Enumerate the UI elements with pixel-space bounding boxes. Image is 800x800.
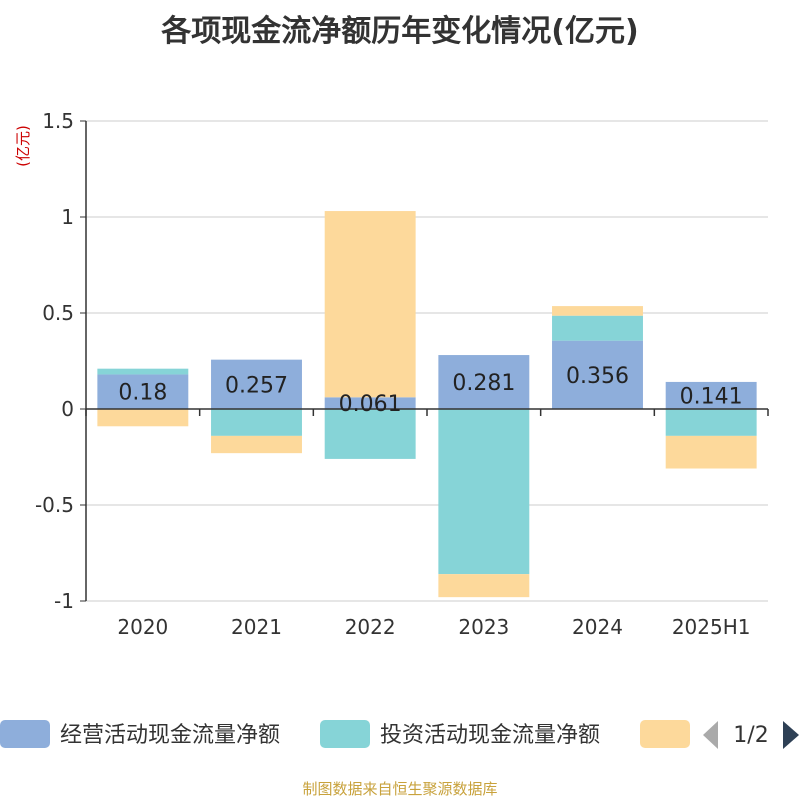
bar-segment-series-2-2024[interactable] [552, 315, 643, 341]
axes: 1.5 1 0.5 0 -0.5 -1 2020 2021 2022 2023 2024 2025H1 [35, 109, 769, 639]
legend-item-2[interactable]: 投资活动现金流量净额 [320, 720, 600, 748]
bar-segment-series-3-2023[interactable] [438, 574, 530, 598]
x-tick-label-2023: 2023 [458, 615, 509, 639]
bar-segment-series-2-2020[interactable] [97, 368, 189, 375]
data-label-2021: 0.257 [225, 373, 288, 398]
y-tick-label: 0.5 [42, 301, 74, 325]
y-tick-label: -0.5 [35, 493, 74, 517]
bar-segment-series-2-2025H1[interactable] [665, 409, 757, 436]
bar-segment-series-2-2021[interactable] [211, 409, 302, 436]
x-tick-label-2021: 2021 [231, 615, 282, 639]
bar-segment-series-1-2024[interactable] [552, 340, 643, 409]
legend-label: 经营活动现金流量净额 [60, 723, 280, 748]
legend-page-indicator: 1/2 [733, 723, 768, 748]
x-tick-label-2020: 2020 [117, 615, 168, 639]
y-tick-label: -1 [54, 589, 74, 613]
x-tick-label-2022: 2022 [345, 615, 396, 639]
legend-prev-arrow-icon[interactable] [703, 721, 718, 749]
grid-lines [86, 120, 768, 602]
legend: 经营活动现金流量净额 投资活动现金流量净额 1/2 [0, 720, 799, 749]
x-tick-label-2025H1: 2025H1 [672, 615, 751, 639]
y-tick-label: 1.5 [42, 109, 74, 133]
data-label-2023: 0.281 [452, 371, 515, 396]
bar-segment-series-1-2020[interactable] [97, 374, 189, 409]
chart-title: 各项现金流净额历年变化情况(亿元) [161, 14, 639, 49]
bar-segment-series-1-2022[interactable] [324, 397, 416, 409]
legend-swatch [320, 720, 370, 748]
data-source-note: 制图数据来自恒生聚源数据库 [302, 780, 498, 798]
bar-segment-series-1-2023[interactable] [438, 355, 530, 409]
data-label-2022: 0.061 [339, 392, 402, 417]
bar-segment-series-3-2021[interactable] [211, 435, 302, 454]
data-label-2024: 0.356 [566, 364, 629, 389]
bar-segment-series-1-2025H1[interactable] [665, 381, 757, 409]
bar-segment-series-2-2023[interactable] [438, 409, 530, 575]
bars [97, 211, 757, 598]
y-axis-label: (亿元) [14, 125, 32, 167]
legend-swatch [0, 720, 50, 748]
y-tick-label: 0 [61, 397, 74, 421]
legend-item-1[interactable]: 经营活动现金流量净额 [0, 720, 280, 748]
legend-next-arrow-icon[interactable] [783, 721, 799, 749]
data-label-2025H1: 0.141 [680, 384, 743, 409]
bar-segment-series-3-2025H1[interactable] [665, 435, 757, 469]
x-tick-label-2024: 2024 [572, 615, 623, 639]
bar-segment-series-1-2021[interactable] [211, 359, 302, 409]
legend-item-3[interactable] [640, 720, 690, 748]
bar-segment-series-3-2024[interactable] [552, 306, 643, 316]
data-label-2020: 0.18 [118, 381, 167, 406]
legend-swatch [640, 720, 690, 748]
legend-label: 投资活动现金流量净额 [380, 723, 600, 748]
y-tick-label: 1 [61, 205, 74, 229]
data-labels: 0.18 0.257 0.061 0.281 0.356 0.141 [118, 364, 742, 417]
bar-segment-series-2-2022[interactable] [324, 409, 416, 459]
bar-segment-series-3-2020[interactable] [97, 409, 189, 427]
bar-segment-series-3-2022[interactable] [324, 211, 416, 398]
